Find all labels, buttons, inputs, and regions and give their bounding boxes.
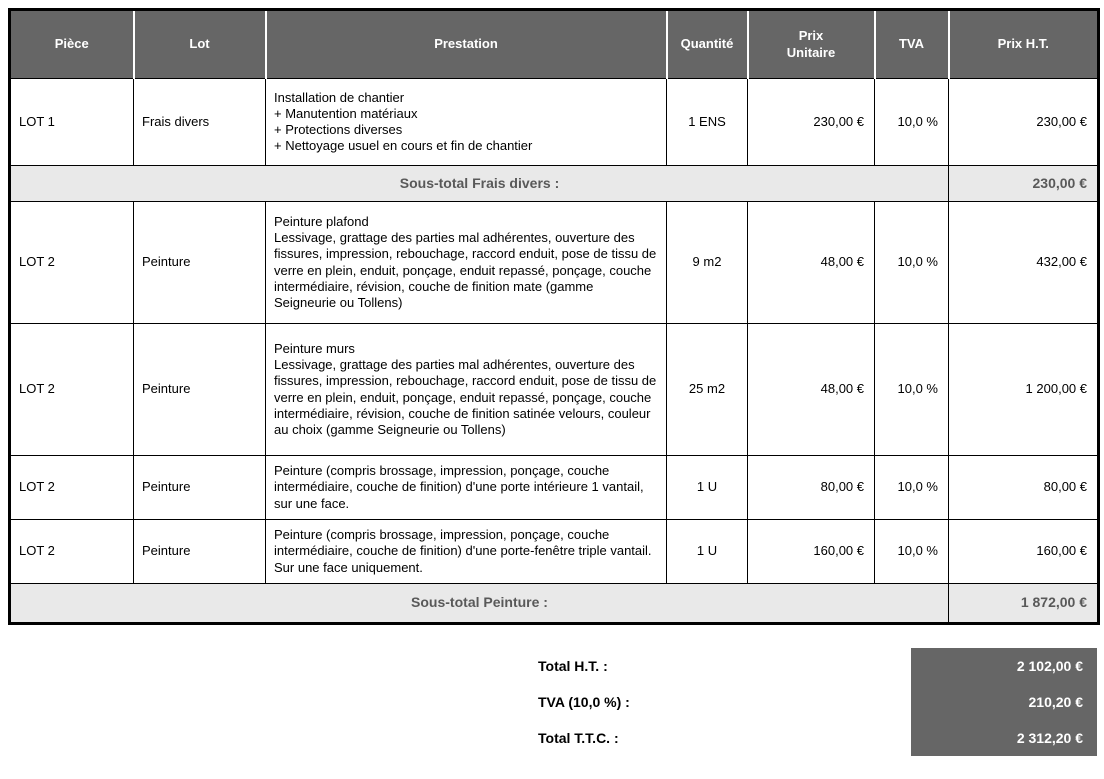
cell-lot: Frais divers — [133, 78, 266, 166]
tva-label: TVA (10,0 %) : — [538, 694, 630, 710]
cell-prix-ht: 80,00 € — [948, 455, 1099, 520]
cell-piece: LOT 1 — [9, 78, 134, 166]
cell-tva: 10,0 % — [874, 455, 949, 520]
tva-value: 210,20 € — [1028, 694, 1084, 710]
cell-prestation: Installation de chantier + Manutention m… — [265, 78, 667, 166]
cell-lot: Peinture — [133, 201, 266, 324]
total-ttc-label: Total T.T.C. : — [538, 730, 619, 746]
cell-quantite: 25 m2 — [666, 323, 748, 456]
cell-prix-ht: 432,00 € — [948, 201, 1099, 324]
header-cell-prix-ht: Prix H.T. — [947, 9, 1099, 79]
table-row: LOT 1 Frais divers Installation de chant… — [9, 78, 1099, 166]
cell-prestation: Peinture (compris brossage, impression, … — [265, 519, 667, 584]
cell-prix-ht: 160,00 € — [948, 519, 1099, 584]
header-cell-piece: Pièce — [9, 9, 134, 79]
subtotal-label: Sous-total Frais divers : — [9, 165, 949, 202]
cell-prix-unitaire: 80,00 € — [747, 455, 875, 520]
cell-prix-ht: 1 200,00 € — [948, 323, 1099, 456]
cell-piece: LOT 2 — [9, 455, 134, 520]
subtotal-value: 1 872,00 € — [948, 583, 1099, 624]
header-cell-quantite: Quantité — [665, 9, 748, 79]
cell-quantite: 1 ENS — [666, 78, 748, 166]
cell-lot: Peinture — [133, 519, 266, 584]
header-cell-prix-unitaire: Prix Unitaire — [746, 9, 875, 79]
cell-lot: Peinture — [133, 455, 266, 520]
total-ht-value: 2 102,00 € — [1016, 658, 1083, 674]
header-cell-prestation: Prestation — [264, 9, 667, 79]
table-row: LOT 2 Peinture Peinture plafond Lessivag… — [9, 201, 1099, 324]
cell-quantite: 9 m2 — [666, 201, 748, 324]
totals-labels: Total H.T. : TVA (10,0 %) : Total T.T.C.… — [538, 648, 630, 756]
subtotal-row: Sous-total Peinture : 1 872,00 € — [9, 583, 1099, 624]
total-ttc-value: 2 312,20 € — [1016, 730, 1083, 746]
subtotal-value: 230,00 € — [948, 165, 1099, 202]
cell-tva: 10,0 % — [874, 78, 949, 166]
cell-piece: LOT 2 — [9, 323, 134, 456]
cell-quantite: 1 U — [666, 519, 748, 584]
subtotal-label: Sous-total Peinture : — [9, 583, 949, 624]
cell-prestation: Peinture plafond Lessivage, grattage des… — [265, 201, 667, 324]
cell-lot: Peinture — [133, 323, 266, 456]
totals-section: Total H.T. : TVA (10,0 %) : Total T.T.C.… — [8, 648, 1097, 756]
quote-table: Pièce Lot Prestation Quantité Prix Unita… — [8, 8, 1100, 625]
table-row: LOT 2 Peinture Peinture (compris brossag… — [9, 519, 1099, 584]
header-cell-tva: TVA — [873, 9, 949, 79]
subtotal-row: Sous-total Frais divers : 230,00 € — [9, 165, 1099, 202]
cell-prestation: Peinture murs Lessivage, grattage des pa… — [265, 323, 667, 456]
cell-prix-unitaire: 48,00 € — [747, 323, 875, 456]
cell-quantite: 1 U — [666, 455, 748, 520]
total-ht-label: Total H.T. : — [538, 658, 608, 674]
cell-tva: 10,0 % — [874, 519, 949, 584]
cell-prestation: Peinture (compris brossage, impression, … — [265, 455, 667, 520]
cell-tva: 10,0 % — [874, 323, 949, 456]
cell-piece: LOT 2 — [9, 201, 134, 324]
cell-prix-ht: 230,00 € — [948, 78, 1099, 166]
header-cell-lot: Lot — [132, 9, 266, 79]
table-row: LOT 2 Peinture Peinture (compris brossag… — [9, 455, 1099, 520]
table-row: LOT 2 Peinture Peinture murs Lessivage, … — [9, 323, 1099, 456]
cell-prix-unitaire: 48,00 € — [747, 201, 875, 324]
totals-values-box: 2 102,00 € 210,20 € 2 312,20 € — [911, 648, 1097, 756]
cell-tva: 10,0 % — [874, 201, 949, 324]
cell-piece: LOT 2 — [9, 519, 134, 584]
table-header-row: Pièce Lot Prestation Quantité Prix Unita… — [9, 9, 1099, 79]
cell-prix-unitaire: 160,00 € — [747, 519, 875, 584]
cell-prix-unitaire: 230,00 € — [747, 78, 875, 166]
